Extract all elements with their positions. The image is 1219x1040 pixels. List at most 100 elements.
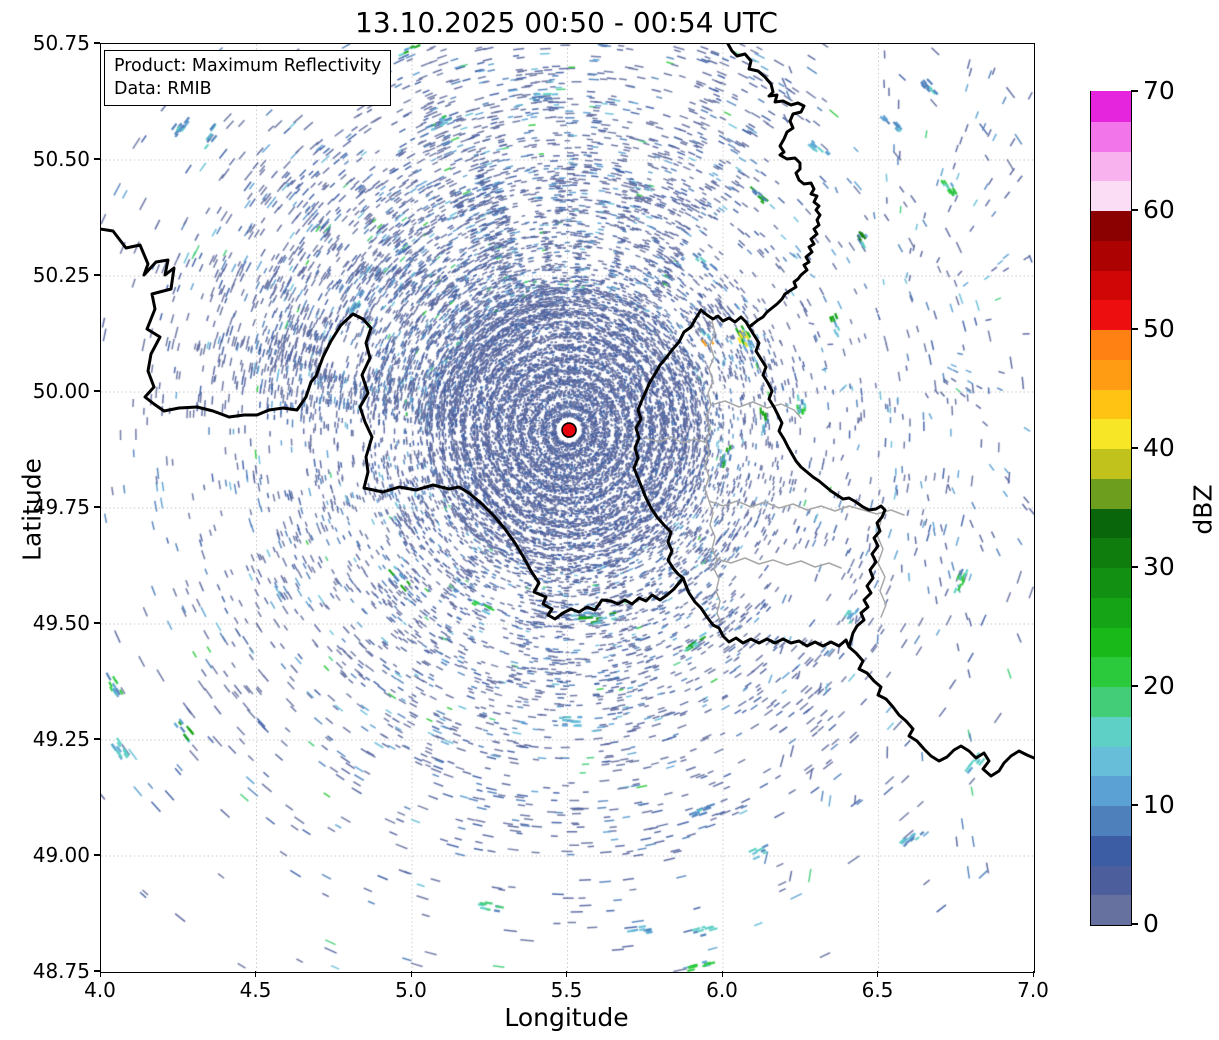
x-tick-mark (1032, 971, 1034, 977)
x-tick-label: 4.5 (239, 978, 272, 1002)
y-tick-mark (94, 390, 100, 392)
colorbar-segment (1091, 240, 1131, 271)
x-tick-label: 6.0 (706, 978, 738, 1002)
colorbar-tick-label: 70 (1143, 76, 1175, 105)
colorbar-segment (1091, 121, 1131, 152)
colorbar-tick-label: 0 (1143, 909, 1159, 938)
country-border (699, 308, 751, 329)
region-border (710, 400, 802, 419)
colorbar-segment (1091, 180, 1131, 211)
y-tick-label: 50.25 (32, 263, 90, 287)
colorbar-tick-mark (1131, 923, 1138, 925)
colorbar-segment (1091, 567, 1131, 598)
country-border (726, 44, 822, 329)
x-tick-mark (255, 971, 257, 977)
colorbar-tick-label: 20 (1143, 671, 1175, 700)
region-border (645, 436, 708, 444)
y-tick-mark (94, 854, 100, 856)
y-tick-label: 50.75 (32, 31, 90, 55)
colorbar-segment (1091, 686, 1131, 717)
x-tick-label: 5.5 (550, 978, 583, 1002)
colorbar-segment (1091, 150, 1131, 182)
colorbar-tick-mark (1131, 685, 1138, 687)
colorbar-segment (1091, 894, 1131, 925)
y-tick-mark (94, 506, 100, 508)
colorbar-segment (1091, 656, 1131, 687)
region-border (704, 320, 722, 624)
product-info-box: Product: Maximum Reflectivity Data: RMIB (104, 50, 392, 107)
x-tick-label: 6.5 (861, 978, 894, 1002)
y-tick-label: 49.50 (32, 611, 90, 635)
x-tick-label: 4.0 (84, 978, 116, 1002)
y-tick-label: 48.75 (32, 959, 90, 983)
region-border (708, 500, 905, 516)
colorbar-segment (1091, 418, 1131, 449)
colorbar-segment (1091, 626, 1131, 658)
x-tick-mark (566, 971, 568, 977)
map-plot-area: Product: Maximum Reflectivity Data: RMIB (100, 43, 1035, 973)
colorbar-tick-label: 10 (1143, 790, 1175, 819)
colorbar-tick-label: 60 (1143, 195, 1175, 224)
colorbar-segment (1091, 329, 1131, 360)
x-tick-label: 5.0 (395, 978, 427, 1002)
colorbar (1090, 91, 1132, 926)
colorbar-tick-mark (1131, 804, 1138, 806)
colorbar-tick-mark (1131, 209, 1138, 211)
x-tick-label: 7.0 (1017, 978, 1049, 1002)
x-axis-label: Longitude (504, 1003, 629, 1032)
y-tick-label: 49.00 (32, 843, 90, 867)
colorbar-segment (1091, 864, 1131, 896)
colorbar-label: dBZ (1188, 484, 1218, 535)
country-border (101, 227, 690, 621)
x-tick-mark (721, 971, 723, 977)
y-tick-label: 50.50 (32, 147, 90, 171)
y-tick-mark (94, 158, 100, 160)
colorbar-segment (1091, 507, 1131, 539)
colorbar-segment (1091, 478, 1131, 509)
region-border (716, 557, 842, 569)
x-tick-mark (877, 971, 879, 977)
colorbar-tick-label: 40 (1143, 433, 1175, 462)
colorbar-segment (1091, 597, 1131, 628)
colorbar-segment (1091, 388, 1131, 420)
colorbar-segment (1091, 745, 1131, 777)
y-tick-mark (94, 274, 100, 276)
country-borders (101, 44, 1034, 778)
x-tick-mark (410, 971, 412, 977)
colorbar-tick-mark (1131, 566, 1138, 568)
colorbar-segment (1091, 716, 1131, 747)
y-tick-label: 49.25 (32, 727, 90, 751)
y-tick-label: 49.75 (32, 495, 90, 519)
country-border (747, 325, 887, 649)
colorbar-segment (1091, 448, 1131, 479)
colorbar-segment (1091, 269, 1131, 301)
colorbar-tick-label: 50 (1143, 314, 1175, 343)
colorbar-segment (1091, 775, 1131, 806)
radar-site-marker (561, 422, 577, 438)
colorbar-segment (1091, 537, 1131, 568)
colorbar-tick-mark (1131, 328, 1138, 330)
y-tick-mark (94, 622, 100, 624)
y-axis-label: Latitude (17, 458, 47, 561)
y-tick-label: 50.00 (32, 379, 90, 403)
colorbar-segment (1091, 805, 1131, 836)
figure-title: 13.10.2025 00:50 - 00:54 UTC (355, 6, 778, 39)
colorbar-tick-mark (1131, 90, 1138, 92)
colorbar-segment (1091, 210, 1131, 241)
product-line: Product: Maximum Reflectivity (114, 56, 382, 76)
y-tick-mark (94, 738, 100, 740)
x-tick-mark (99, 971, 101, 977)
country-border (632, 308, 703, 580)
colorbar-segment (1091, 91, 1131, 122)
colorbar-segment (1091, 359, 1131, 390)
country-border (681, 576, 1034, 778)
y-tick-mark (94, 42, 100, 44)
colorbar-tick-mark (1131, 447, 1138, 449)
colorbar-segment (1091, 835, 1131, 866)
colorbar-segment (1091, 299, 1131, 330)
data-source-line: Data: RMIB (114, 79, 212, 100)
y-tick-mark (94, 970, 100, 972)
region-border (876, 520, 887, 618)
colorbar-tick-label: 30 (1143, 552, 1175, 581)
